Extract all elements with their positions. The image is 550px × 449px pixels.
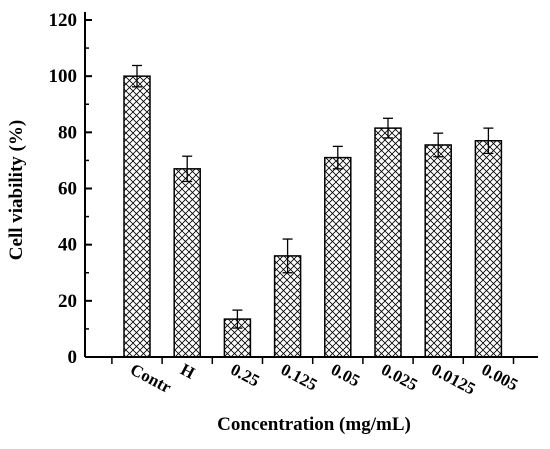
x-axis-title: Concentration (mg/mL) [217, 414, 411, 435]
y-tick-label: 40 [58, 235, 77, 256]
x-tick-label: 0.005 [479, 360, 522, 395]
bar [474, 140, 503, 358]
x-tick-label: Contr [127, 360, 175, 397]
y-tick-label: 80 [58, 122, 77, 143]
bar [123, 75, 151, 358]
x-tick-label: 0.25 [228, 360, 263, 391]
y-tick-label: 20 [58, 291, 77, 312]
error-bars-group [132, 64, 494, 329]
bar [324, 156, 352, 358]
bars-group [123, 75, 503, 358]
x-tick-label: 0.125 [278, 360, 321, 395]
y-tick-label: 120 [49, 10, 78, 31]
x-tick-label: H [177, 360, 198, 383]
y-tick-label: 60 [58, 179, 77, 200]
axes-group [84, 12, 538, 364]
x-tick-label: 0.025 [378, 360, 421, 395]
x-tick-labels: Contr H 0.25 0.125 0.05 0.025 0.0125 0.005 [127, 360, 521, 399]
bar [424, 144, 452, 358]
x-tick-label: 0.05 [328, 360, 363, 391]
bar [173, 168, 201, 358]
y-tick-label: 0 [68, 347, 78, 368]
y-tick-labels: 0 20 40 60 80 100 120 [49, 10, 78, 368]
x-tick-label: 0.0125 [428, 360, 478, 399]
y-axis-title: Cell viability (%) [6, 120, 27, 260]
y-tick-label: 100 [49, 66, 78, 87]
bar [374, 127, 402, 358]
